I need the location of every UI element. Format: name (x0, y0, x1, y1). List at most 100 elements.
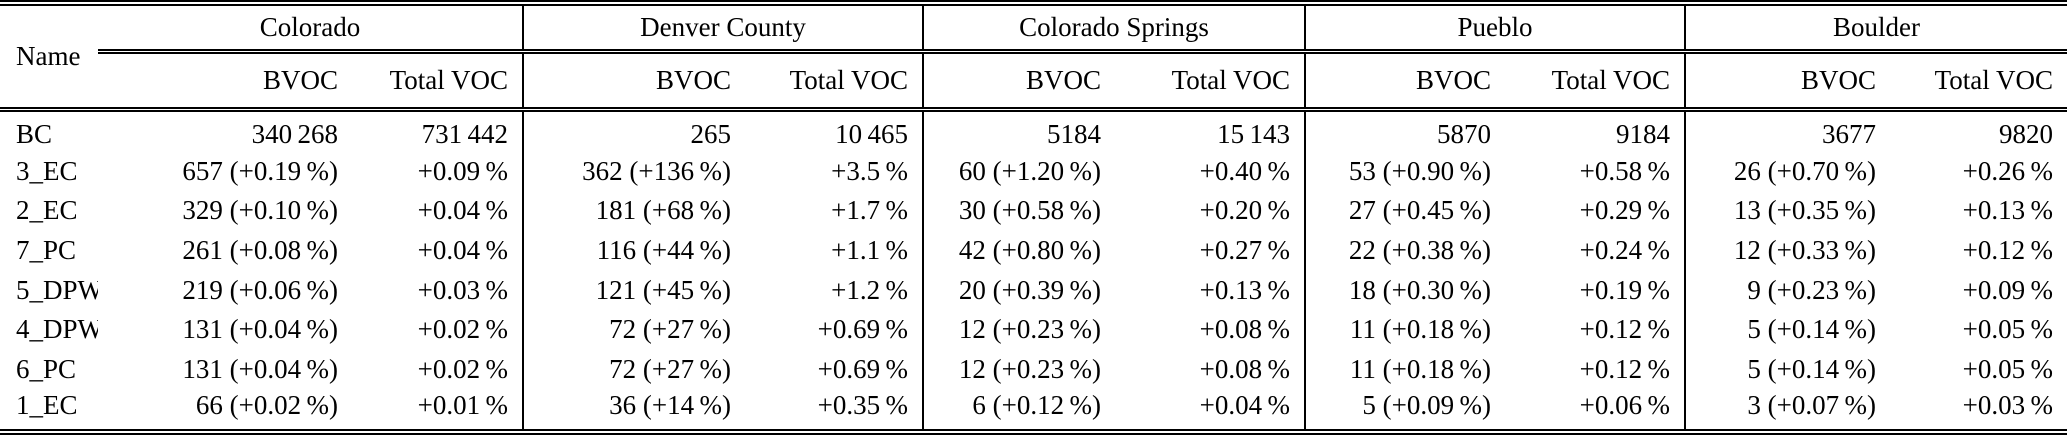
column-header-total-voc: Total VOC (352, 51, 524, 112)
value-cell: +0.69 % (745, 349, 924, 390)
value-cell: 12 (+0.33 %) (1733, 234, 1877, 265)
value-cell: 10 465 (745, 109, 924, 152)
table-row: 1_EC 66 (+0.02 %) +0.01 % 36 (+14 %) +0.… (0, 389, 2067, 432)
value-cell: +0.58 % (1505, 151, 1687, 191)
value-cell: +0.08 % (1115, 349, 1307, 390)
value-cell: +0.05 % (1962, 353, 2054, 384)
value-cell: +0.13 % (1115, 270, 1307, 310)
value-cell: +0.05 % (1962, 314, 2054, 345)
value-cell: 12 (+0.23 %) (958, 314, 1101, 345)
column-header-total-voc: Total VOC (1115, 51, 1307, 112)
value-cell: 18 (+0.30 %) (1348, 274, 1492, 305)
value-cell: 26 (+0.70 %) (1733, 155, 1877, 186)
column-header-bvoc: BVOC (523, 51, 745, 112)
value-cell: 5 (+0.14 %) (1747, 353, 1877, 384)
row-label: 3_EC (16, 155, 78, 186)
value-cell: 11 (+0.18 %) (1349, 353, 1492, 384)
value-cell: +0.09 % (352, 151, 524, 191)
value-cell: 5 (+0.09 %) (1362, 390, 1492, 421)
value-cell: +0.35 % (745, 389, 924, 432)
value-cell: +0.02 % (352, 309, 524, 350)
value-cell: 9820 (1999, 119, 2054, 150)
value-cell: 340 268 (251, 119, 338, 150)
group-header-row: Name Colorado Denver County Colorado Spr… (0, 3, 2067, 112)
value-cell: 36 (+14 %) (609, 390, 731, 421)
value-cell: 12 (+0.23 %) (958, 353, 1101, 384)
value-cell: 121 (+45 %) (595, 274, 731, 305)
group-header-colorado: Colorado (98, 3, 524, 54)
column-header-total-voc: Total VOC (1505, 51, 1687, 112)
value-cell: 15 143 (1115, 109, 1307, 152)
value-cell: 3 (+0.07 %) (1747, 390, 1877, 421)
column-header-bvoc: BVOC (1305, 51, 1506, 112)
value-cell: 5184 (1047, 119, 1101, 150)
row-label: 4_DPW (16, 314, 98, 345)
value-cell: +0.19 % (1505, 270, 1687, 310)
value-cell: +0.27 % (1115, 230, 1307, 271)
value-cell: +1.1 % (745, 230, 924, 271)
value-cell: 265 (690, 119, 732, 150)
value-cell: 22 (+0.38 %) (1348, 234, 1492, 265)
column-header-bvoc: BVOC (98, 51, 352, 112)
value-cell: 30 (+0.58 %) (958, 195, 1101, 226)
value-cell: +0.02 % (352, 349, 524, 390)
value-cell: 72 (+27 %) (609, 314, 731, 345)
value-cell: 9 (+0.23 %) (1747, 274, 1877, 305)
value-cell: 72 (+27 %) (609, 353, 731, 384)
value-cell: 657 (+0.19 %) (182, 155, 338, 186)
value-cell: 5 (+0.14 %) (1747, 314, 1877, 345)
value-cell: +0.24 % (1505, 230, 1687, 271)
row-label: BC (16, 119, 53, 150)
row-label: 6_PC (16, 353, 77, 384)
value-cell: 60 (+1.20 %) (958, 155, 1101, 186)
value-cell: +0.40 % (1115, 151, 1307, 191)
value-cell: +0.12 % (1505, 349, 1687, 390)
value-cell: 731 442 (352, 109, 524, 152)
group-header-colorado-springs: Colorado Springs (923, 3, 1307, 54)
value-cell: +0.13 % (1962, 195, 2054, 226)
row-label: 2_EC (16, 195, 78, 226)
table-row: 7_PC 261 (+0.08 %) +0.04 % 116 (+44 %) +… (0, 230, 2067, 271)
row-label: 7_PC (16, 234, 77, 265)
value-cell: +0.04 % (352, 190, 524, 231)
table-row: 4_DPW 131 (+0.04 %) +0.02 % 72 (+27 %) +… (0, 309, 2067, 350)
value-cell: 362 (+136 %) (582, 155, 731, 186)
column-header-total-voc: Total VOC (1890, 51, 2067, 112)
value-cell: 6 (+0.12 %) (972, 390, 1101, 421)
value-cell: +0.01 % (352, 389, 524, 432)
value-cell: +0.06 % (1505, 389, 1687, 432)
value-cell: 20 (+0.39 %) (958, 274, 1101, 305)
table-row: 6_PC 131 (+0.04 %) +0.02 % 72 (+27 %) +0… (0, 349, 2067, 390)
value-cell: +0.09 % (1962, 274, 2054, 305)
column-header-bvoc: BVOC (923, 51, 1115, 112)
group-header-boulder: Boulder (1685, 3, 2067, 54)
value-cell: 131 (+0.04 %) (182, 314, 338, 345)
value-cell: +3.5 % (745, 151, 924, 191)
value-cell: +0.12 % (1505, 309, 1687, 350)
value-cell: +0.04 % (1115, 389, 1307, 432)
value-cell: +1.7 % (745, 190, 924, 231)
row-label: 5_DPW (16, 274, 98, 305)
table-row: 5_DPW 219 (+0.06 %) +0.03 % 121 (+45 %) … (0, 270, 2067, 310)
column-header-bvoc: BVOC (1685, 51, 1891, 112)
value-cell: 181 (+68 %) (595, 195, 731, 226)
value-cell: 261 (+0.08 %) (182, 234, 338, 265)
value-cell: 131 (+0.04 %) (182, 353, 338, 384)
value-cell: 27 (+0.45 %) (1348, 195, 1492, 226)
group-header-denver-county: Denver County (523, 3, 924, 54)
group-header-pueblo: Pueblo (1305, 3, 1687, 54)
table-row: 2_EC 329 (+0.10 %) +0.04 % 181 (+68 %) +… (0, 190, 2067, 231)
value-cell: 5870 (1437, 119, 1492, 150)
value-cell: +0.04 % (352, 230, 524, 271)
value-cell: 329 (+0.10 %) (182, 195, 338, 226)
value-cell: +0.12 % (1962, 234, 2054, 265)
value-cell: 53 (+0.90 %) (1348, 155, 1492, 186)
value-cell: +0.69 % (745, 309, 924, 350)
value-cell: 116 (+44 %) (596, 234, 731, 265)
value-cell: +0.08 % (1115, 309, 1307, 350)
table-row: 3_EC 657 (+0.19 %) +0.09 % 362 (+136 %) … (0, 151, 2067, 191)
row-label: 1_EC (16, 390, 78, 421)
value-cell: 42 (+0.80 %) (958, 234, 1101, 265)
